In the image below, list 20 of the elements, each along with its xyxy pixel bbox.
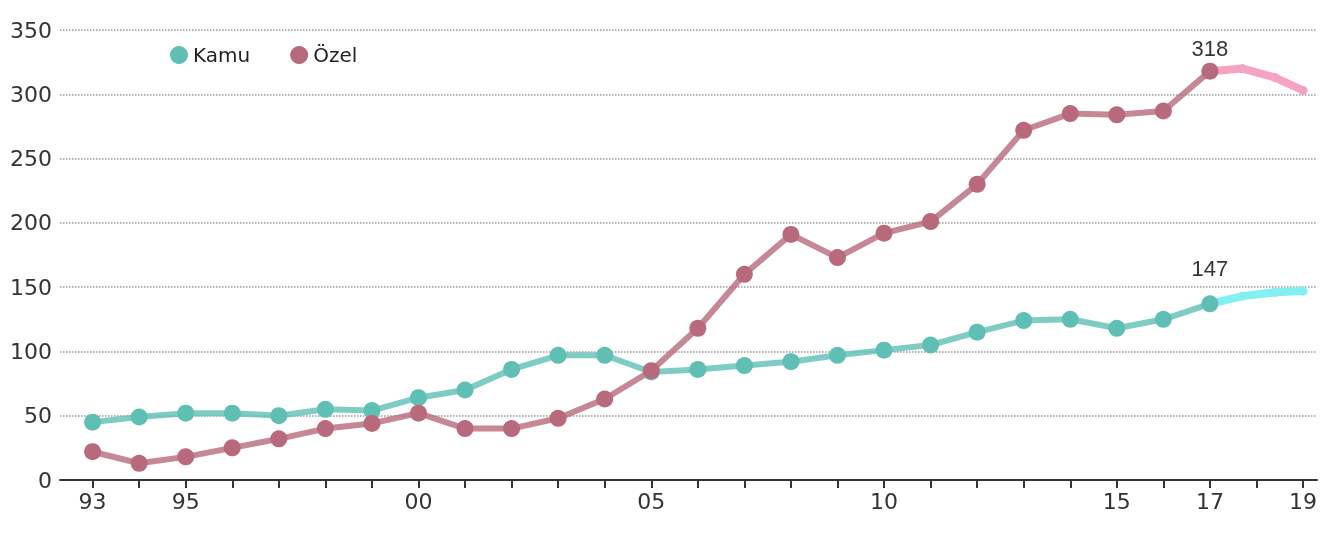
y-tick-label: 300 <box>10 81 52 107</box>
y-tick-label: 250 <box>10 146 52 172</box>
annotation: 147 <box>1191 255 1229 281</box>
annotation: 318 <box>1191 35 1229 61</box>
x-tick-label: 17 <box>1195 488 1224 514</box>
x-tick-label: 93 <box>78 488 107 514</box>
x-tick-label: 10 <box>870 488 899 514</box>
x-tick-label: 05 <box>637 488 666 514</box>
legend-label: Özel <box>313 43 358 67</box>
y-tick-label: 350 <box>10 17 52 43</box>
y-tick-label: 100 <box>10 338 52 364</box>
x-tick-label: 15 <box>1102 488 1131 514</box>
x-tick-label: 95 <box>171 488 200 514</box>
y-tick-label: 0 <box>38 467 52 493</box>
y-tick-label: 200 <box>10 210 52 236</box>
legend-label: Kamu <box>193 43 251 67</box>
x-tick-label: 00 <box>404 488 433 514</box>
y-tick-label: 50 <box>24 403 52 429</box>
y-tick-label: 150 <box>10 274 52 300</box>
x-tick-label: 19 <box>1289 488 1318 514</box>
